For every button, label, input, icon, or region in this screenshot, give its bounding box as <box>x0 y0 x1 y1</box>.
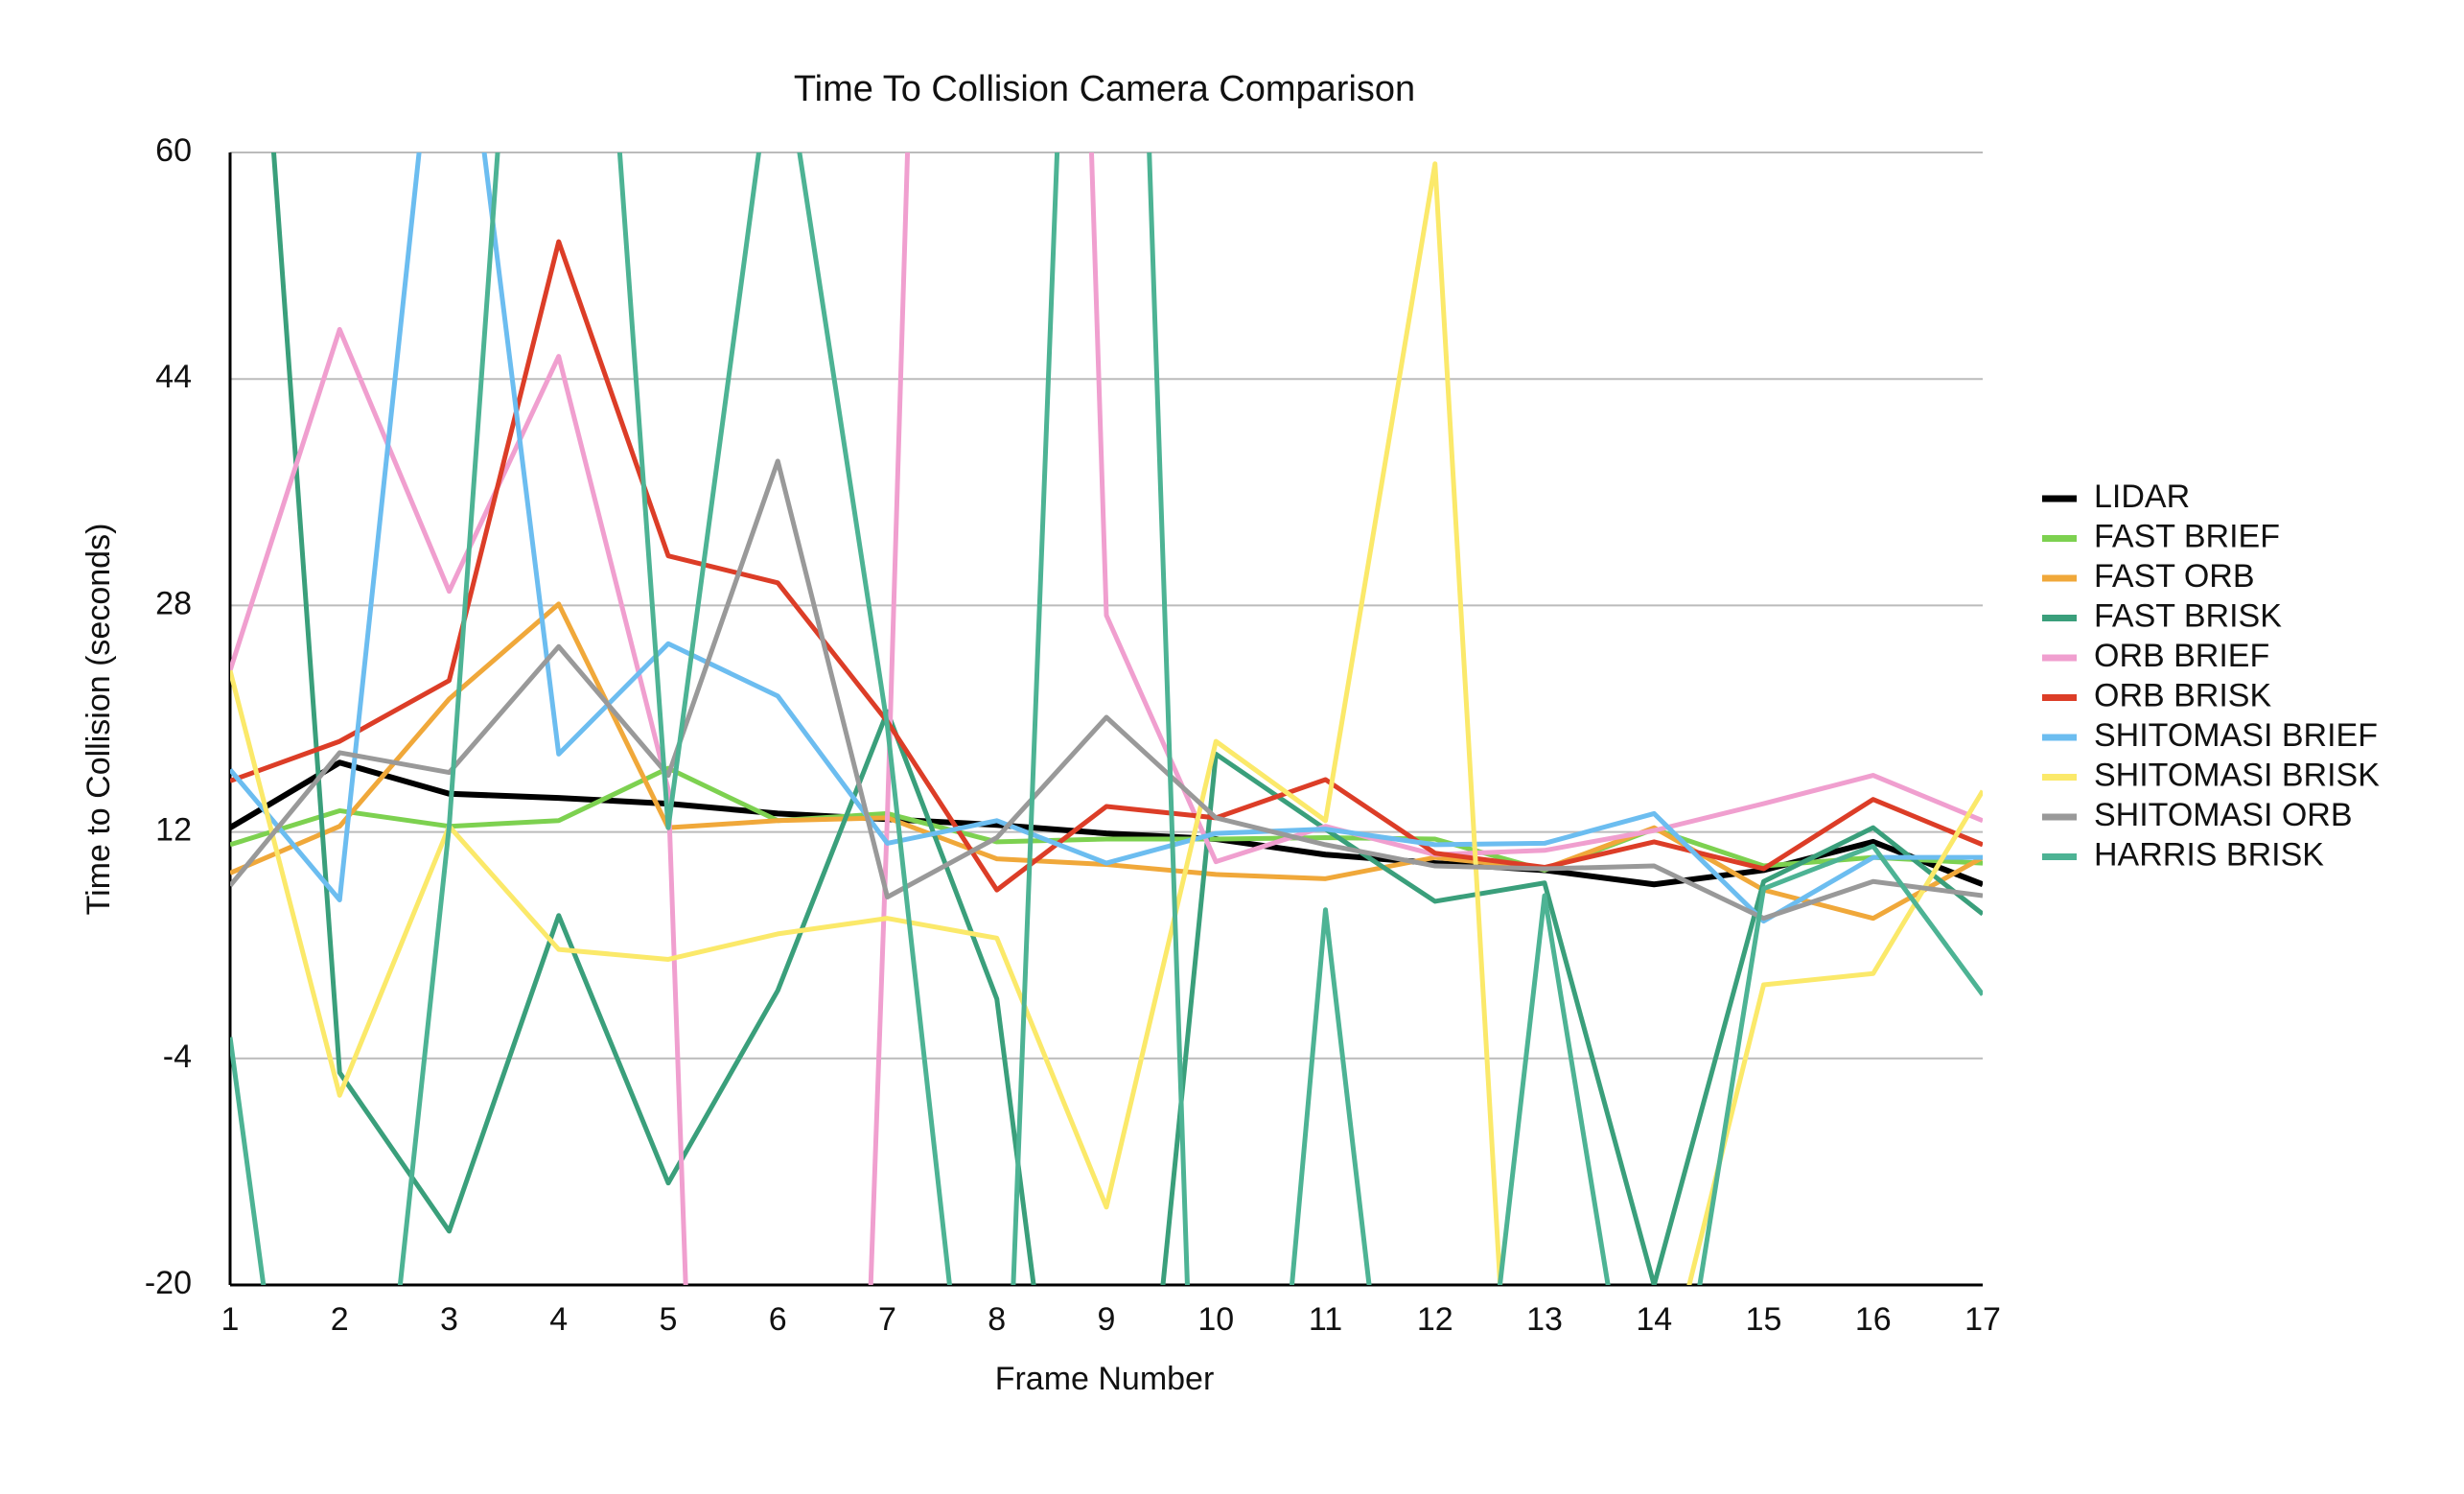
x-tick-label: 5 <box>660 1301 678 1338</box>
chart-title: Time To Collision Camera Comparison <box>794 69 1415 109</box>
x-tick-label: 15 <box>1746 1301 1782 1338</box>
x-tick-label: 13 <box>1526 1301 1563 1338</box>
legend-label: ORB BRIEF <box>2094 638 2269 674</box>
series-line <box>230 161 1983 1285</box>
plot-area <box>230 152 1983 1285</box>
x-tick-label: 10 <box>1197 1301 1234 1338</box>
x-tick-label: 11 <box>1309 1301 1342 1338</box>
y-tick-label: -4 <box>163 1039 192 1075</box>
x-tick-label: 16 <box>1855 1301 1892 1338</box>
legend-label: LIDAR <box>2094 479 2190 515</box>
x-tick-label: 2 <box>331 1301 349 1338</box>
y-tick-label: -20 <box>145 1265 192 1301</box>
x-tick-label: 9 <box>1098 1301 1116 1338</box>
x-tick-label: 1 <box>221 1301 240 1338</box>
series-line <box>230 458 1983 922</box>
x-tick-label: 14 <box>1636 1301 1672 1338</box>
legend-label: FAST BRISK <box>2094 597 2282 634</box>
series-line <box>270 152 1983 1285</box>
y-axis-label: Time to Collision (seconds) <box>81 524 117 916</box>
x-tick-label: 7 <box>878 1301 896 1338</box>
x-tick-label: 6 <box>769 1301 787 1338</box>
legend-label: ORB BRISK <box>2094 677 2271 713</box>
legend-label: FAST BRIEF <box>2094 518 2280 554</box>
series-line <box>230 152 1983 924</box>
x-tick-label: 3 <box>440 1301 458 1338</box>
x-axis-label: Frame Number <box>995 1361 1215 1397</box>
y-tick-label: 44 <box>155 359 192 395</box>
y-tick-label: 28 <box>155 585 192 621</box>
legend-label: HARRIS BRISK <box>2094 836 2324 873</box>
series-line <box>230 152 1983 1285</box>
x-tick-label: 12 <box>1417 1301 1453 1338</box>
series-line <box>230 759 1983 888</box>
y-tick-label: 60 <box>155 132 192 169</box>
series-line <box>230 152 1983 1285</box>
legend-label: SHITOMASI ORB <box>2094 797 2353 833</box>
series-line <box>230 601 1983 922</box>
x-tick-label: 4 <box>549 1301 568 1338</box>
y-tick-label: 12 <box>155 812 192 849</box>
legend-label: FAST ORB <box>2094 558 2255 595</box>
legend-label: SHITOMASI BRIEF <box>2094 717 2378 754</box>
legend-label: SHITOMASI BRISK <box>2094 757 2380 793</box>
x-tick-label: 17 <box>1964 1301 2001 1338</box>
series-line <box>230 765 1983 873</box>
x-tick-label: 8 <box>988 1301 1006 1338</box>
